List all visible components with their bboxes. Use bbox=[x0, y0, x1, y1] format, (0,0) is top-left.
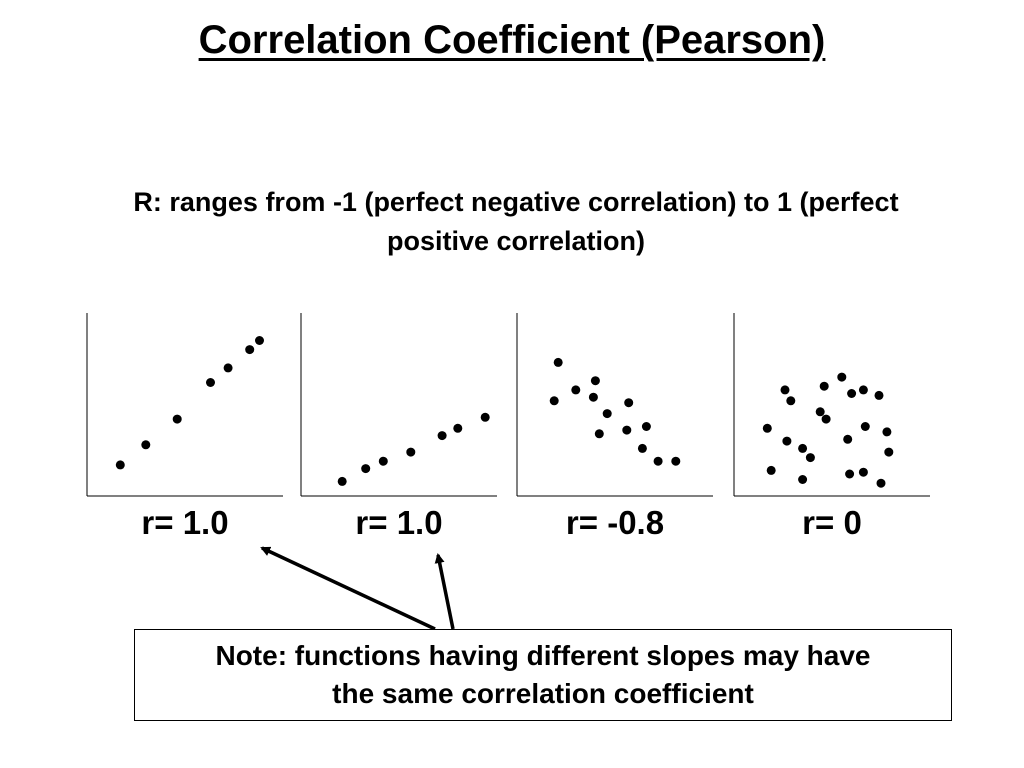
panel-4-point-22 bbox=[876, 478, 886, 488]
panel-3-point-13 bbox=[671, 456, 681, 466]
panel-4-point-6 bbox=[882, 427, 892, 437]
scatter-panel-2 bbox=[300, 313, 497, 497]
panel-3-point-1 bbox=[553, 357, 563, 367]
note-line-1: Note: functions having different slopes … bbox=[215, 640, 871, 671]
panel-3-r-label: r= -0.8 bbox=[565, 504, 665, 541]
panel-4-point-8 bbox=[786, 396, 796, 406]
arrow-to-second-label bbox=[434, 553, 455, 630]
panel-2-point-4 bbox=[406, 447, 416, 457]
note-line-2: the same correlation coefficient bbox=[332, 678, 754, 709]
panel-1-r-label: r= 1.0 bbox=[141, 504, 229, 541]
panel-4-point-11 bbox=[805, 453, 815, 463]
panel-4-point-20 bbox=[845, 469, 855, 479]
scatter-panel-4 bbox=[733, 313, 930, 497]
panel-1-point-5 bbox=[223, 363, 233, 373]
panel-4-r-label: r= 0 bbox=[802, 504, 862, 541]
panel-4-point-4 bbox=[815, 407, 825, 417]
range-description: R: ranges from -1 (perfect negative corr… bbox=[14, 183, 1018, 261]
panel-3-point-11 bbox=[637, 443, 647, 453]
panel-1-point-3 bbox=[172, 414, 182, 424]
panel-2-point-6 bbox=[453, 423, 463, 433]
slide-title: Correlation Coefficient (Pearson) bbox=[198, 18, 826, 62]
panel-4-point-2 bbox=[798, 443, 808, 453]
panel-4-point-14 bbox=[860, 422, 870, 431]
panel-4-point-7 bbox=[821, 414, 831, 424]
panel-1-point-7 bbox=[255, 336, 264, 345]
panel-1-point-6 bbox=[245, 345, 255, 355]
panel-4-point-13 bbox=[843, 434, 853, 444]
panel-3-point-2 bbox=[549, 396, 559, 406]
panel-3-point-9 bbox=[622, 425, 632, 435]
panel-4-point-18 bbox=[884, 447, 894, 457]
panel-4-point-3 bbox=[819, 381, 829, 391]
panel-2-point-3 bbox=[378, 456, 388, 466]
panel-3-point-8 bbox=[594, 429, 604, 439]
panel-4-point-10 bbox=[782, 436, 792, 446]
panel-4-point-19 bbox=[766, 465, 776, 475]
panel-4-point-9 bbox=[762, 423, 772, 433]
panel-1-point-2 bbox=[141, 440, 151, 450]
range-description-line-1: R: ranges from -1 (perfect negative corr… bbox=[133, 187, 899, 217]
panel-4-point-5 bbox=[874, 390, 884, 400]
panel-1-point-1 bbox=[115, 460, 125, 470]
panel-3-point-7 bbox=[624, 398, 634, 408]
panel-3-point-10 bbox=[641, 422, 651, 431]
arrow-to-first-label bbox=[260, 546, 436, 631]
scatter-panel-1 bbox=[86, 313, 283, 497]
pointer-arrows bbox=[260, 546, 455, 631]
panel-2-point-2 bbox=[361, 464, 371, 474]
panel-2-r-label: r= 1.0 bbox=[355, 504, 443, 541]
panel-4-point-12 bbox=[798, 475, 808, 484]
note-box: Note: functions having different slopes … bbox=[134, 629, 952, 721]
panel-3-point-6 bbox=[602, 409, 612, 419]
panel-3-point-3 bbox=[571, 385, 581, 395]
scatter-panel-3 bbox=[516, 313, 713, 497]
panel-4-point-16 bbox=[847, 389, 857, 398]
panel-3-point-5 bbox=[588, 392, 598, 402]
panel-2-point-7 bbox=[480, 412, 490, 422]
panel-4-point-1 bbox=[780, 385, 790, 395]
panel-1-point-4 bbox=[206, 378, 215, 387]
panel-2-point-1 bbox=[337, 476, 347, 486]
panel-4-point-21 bbox=[858, 467, 868, 477]
panel-3-point-4 bbox=[590, 376, 600, 386]
panel-4-point-17 bbox=[858, 385, 868, 395]
range-description-line-2: positive correlation) bbox=[386, 226, 646, 256]
panel-3-point-12 bbox=[653, 456, 663, 466]
panel-2-point-5 bbox=[437, 431, 447, 441]
panel-4-point-15 bbox=[837, 372, 847, 382]
